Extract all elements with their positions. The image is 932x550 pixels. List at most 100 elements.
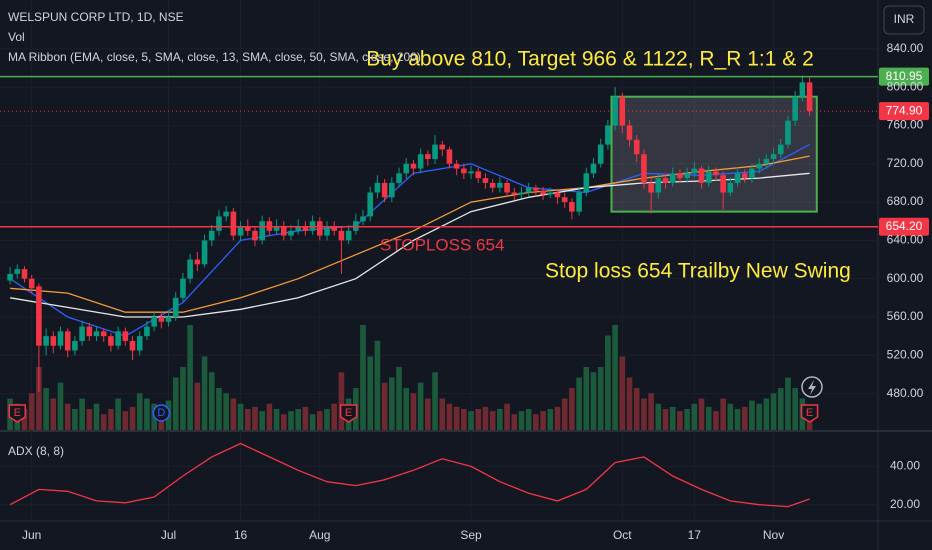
volume-bar [641,398,647,430]
candle-body [590,163,597,174]
volume-bar [108,409,114,430]
y-tick-label: 840.00 [887,41,924,55]
volume-bar [698,398,705,430]
candle-body [266,221,273,231]
annotation: Stop loss 654 Trailby New Swing [545,260,851,283]
volume-bar [64,403,71,430]
candle-body [540,190,546,195]
candle-body [237,226,244,236]
x-tick-label: Nov [763,528,784,542]
volume-bar [324,409,330,430]
volume-bar [86,409,93,430]
x-tick-label: Oct [613,528,632,542]
volume-bar [756,403,762,430]
volume-bar [230,398,237,430]
candle-body [561,197,568,203]
candle-body [360,216,366,222]
volume-bar [655,403,662,430]
volume-bar [525,409,532,430]
candle-body [72,340,78,351]
volume-bar [677,411,683,430]
candle-body [475,171,482,179]
x-tick-label: Sep [460,528,482,542]
candle-body [756,163,762,169]
candle-body [208,230,215,241]
volume-bar [504,403,510,430]
candle-body [43,336,49,346]
volume-bar [331,403,338,430]
volume-bar [259,411,265,430]
candle-body [367,192,374,217]
candle-body [669,173,676,183]
candle-body [403,163,410,174]
volume-label: Vol [8,30,25,44]
candle-body [417,154,424,169]
candle-body [576,192,582,212]
series-line [9,442,810,508]
candle-body [741,173,748,179]
volume-bar [172,377,179,430]
candle-body [100,331,107,337]
y-tick-label: 600.00 [887,271,924,285]
candle-body [806,82,813,112]
currency-button[interactable] [883,5,925,35]
volume-bar [381,382,388,430]
candle-body [172,297,179,317]
candle-body [36,286,42,346]
volume-bar [461,409,467,430]
volume-bar [785,377,791,430]
candle-body [453,163,460,169]
volume-bar [432,372,438,430]
currency[interactable]: INR [894,12,915,26]
y-tick-label: 20.00 [890,497,920,511]
candle-body [677,173,683,179]
price-tag [879,217,929,236]
candle-body [410,163,417,169]
candle-body [619,96,626,126]
event-label: D [157,407,165,419]
event-label: E [806,407,813,419]
volume-bar [367,356,374,430]
candle-body [288,230,294,236]
ribbon-label: MA Ribbon (EMA, close, 5, SMA, close, 13… [8,50,421,64]
candle-body [252,230,258,241]
candle-body [187,259,193,279]
candles [7,75,813,392]
price-tag [879,102,929,121]
candle-body [280,226,287,236]
candle-body [691,168,698,174]
volume-bar [713,411,719,430]
candle-body [396,173,402,183]
volume-bar [533,414,539,430]
candle-body [79,326,85,341]
volume-bar [50,398,57,430]
volume-bar [547,409,554,430]
volume-bar [360,325,366,430]
candle-body [792,96,798,121]
alert-icon[interactable] [801,376,823,398]
candle-body [158,316,165,322]
candle-body [446,149,453,164]
candle-body [223,211,229,217]
candle-body [144,326,150,337]
volume-bar [720,398,726,430]
candle-body [14,269,21,274]
event-badge [800,404,819,423]
candle-body [374,182,381,193]
candle-body [655,178,662,193]
volume-bar [21,409,28,430]
volume-bar [691,403,698,430]
candle-body [684,173,690,179]
volume-bar [194,382,201,430]
volume-bar [223,393,229,430]
volume-bar [489,411,496,430]
volume-bar [619,356,626,430]
volume-bar [115,398,121,430]
y-tick-label: 720.00 [887,156,924,170]
volume-bar [453,406,460,430]
candle-body [381,182,388,198]
y-tick-label: 760.00 [887,118,924,132]
candle-body [129,340,136,351]
x-tick-label: Jul [161,528,176,542]
volume-bar [280,414,287,430]
